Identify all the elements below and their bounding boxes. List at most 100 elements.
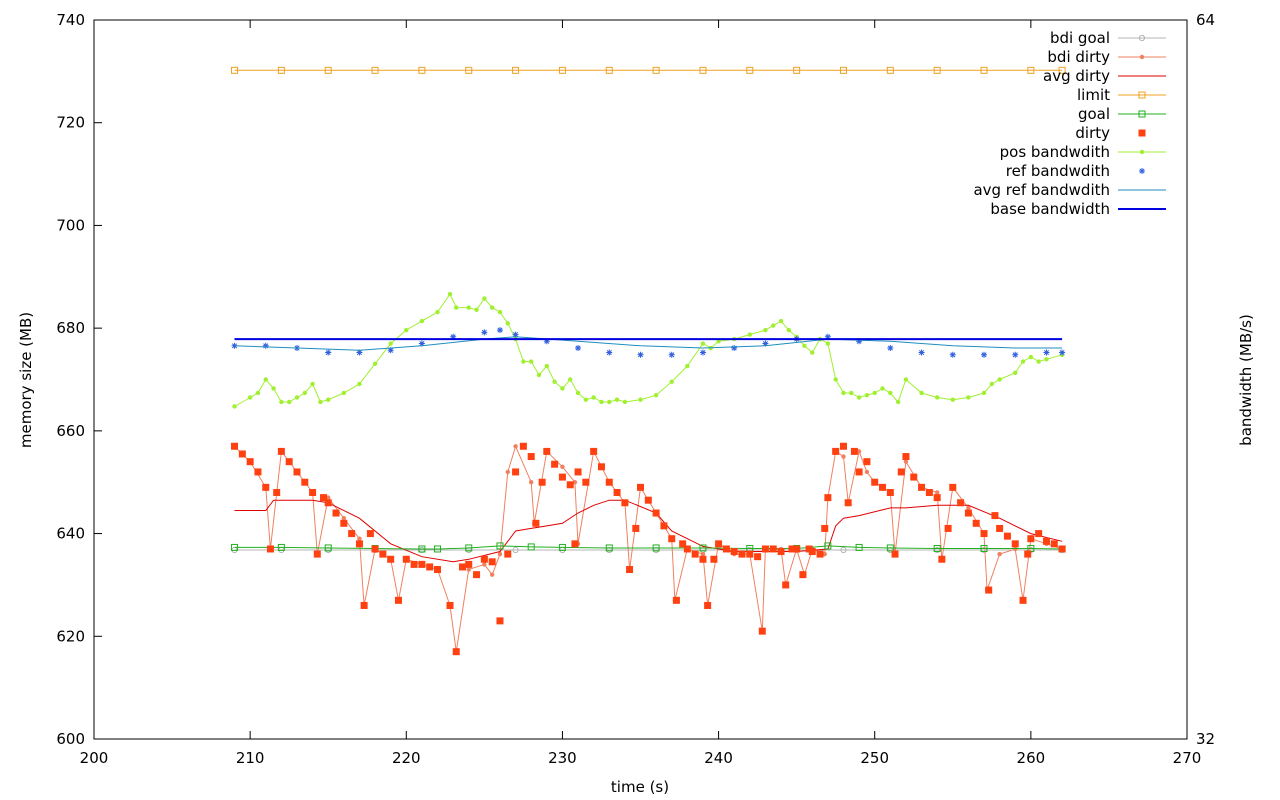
point-goal [933,544,941,552]
point-ref-bandwdith [887,345,894,352]
point-pos-bandwdith [1036,359,1041,364]
point-bdi-dirty [560,464,565,470]
plot-frame [93,19,1188,740]
series-avg-dirty [234,499,1063,563]
point-pos-bandwdith [454,305,459,310]
point-dirty [996,524,1004,532]
point-dirty [266,545,274,553]
legend-entry-avg-ref-bandwdith: avg ref bandwdith [973,181,1166,199]
point-limit [839,66,847,74]
point-dirty [761,545,769,553]
legend-label: dirty [1075,124,1110,142]
y2-tick-label: 64 [1196,11,1215,29]
point-bdi-dirty [482,562,487,567]
point-ref-bandwdith [1043,349,1050,356]
point-pos-bandwdith [341,390,347,396]
point-dirty [754,553,762,561]
point-dirty [863,458,871,466]
point-dirty [1042,537,1050,545]
point-limit [231,66,239,74]
line-avg-ref-bandwdith [234,336,1063,351]
point-dirty [891,550,899,558]
point-pos-bandwdith [700,341,706,346]
x-tick-label: 250 [860,749,889,767]
x-tick-label: 220 [392,749,421,767]
point-dirty [722,545,730,553]
point-dirty [574,468,582,476]
point-dirty [387,555,395,563]
legend-label: avg dirty [1043,67,1110,85]
point-dirty [871,478,879,486]
point-bdi-dirty [997,551,1002,557]
point-dirty [519,442,527,450]
point-pos-bandwdith [888,390,893,396]
legend-label: limit [1077,86,1110,104]
point-dirty [1003,532,1011,540]
legend-label: bdi dirty [1047,48,1110,66]
point-dirty [933,494,941,502]
point-dirty [964,509,972,517]
point-dirty [808,548,816,556]
point-bdi-dirty [357,536,362,541]
point-pos-bandwdith [591,395,596,400]
point-limit [418,66,426,74]
point-ref-bandwdith [949,351,956,358]
point-dirty [332,509,340,517]
point-dirty [473,571,481,579]
point-ref-bandwdith [824,333,831,340]
point-dirty [566,481,574,489]
point-dirty [285,458,293,466]
legend-entry-bdi-dirty: bdi dirty [1047,48,1166,66]
point-dirty [839,442,847,450]
point-pos-bandwdith [326,397,331,402]
point-dirty [738,550,746,558]
point-ref-bandwdith [1059,349,1066,356]
legend-entry-pos-bandwdith: pos bandwdith [1000,143,1166,161]
point-pos-bandwdith [622,399,628,405]
point-dirty [710,555,718,563]
point-pos-bandwdith [271,386,276,391]
point-pos-bandwdith [435,309,440,315]
y-tick-label: 740 [56,11,85,29]
point-pos-bandwdith [599,399,604,405]
point-ref-bandwdith [418,340,425,347]
point-pos-bandwdith [981,390,987,396]
point-bdi-dirty [841,454,846,459]
point-pos-bandwdith [849,390,854,396]
y2-axis-label: bandwidth (MB/s) [1237,314,1255,446]
point-ref-bandwdith [856,338,863,345]
point-ref-bandwdith [637,351,644,358]
point-pos-bandwdith [560,386,565,391]
point-ref-bandwdith [262,342,269,349]
point-goal [699,544,707,552]
point-goal [418,545,426,553]
point-dirty [465,560,473,568]
line-goal [234,545,1063,550]
point-dirty [426,563,434,571]
point-pos-bandwdith [583,397,589,402]
point-goal [496,542,504,550]
point-limit [980,66,988,74]
axes: 200 210 220 230 240 250 260 270 600 620 640 660 680 7… [56,11,1215,767]
legend-label: avg ref bandwdith [973,181,1110,199]
point-pos-bandwdith [1013,370,1018,375]
point-bdi-dirty [497,551,503,557]
point-pos-bandwdith [552,379,557,384]
point-dirty [348,530,356,538]
point-dirty [402,555,410,563]
point-pos-bandwdith [489,305,495,310]
point-ref-bandwdith [918,349,925,356]
point-bdi-dirty [572,480,578,485]
point-pos-bandwdith [966,395,971,400]
point-pos-bandwdith [286,399,292,405]
point-ref-bandwdith [387,347,394,354]
point-ref-bandwdith [1012,351,1019,358]
point-dirty [551,460,559,468]
x-axis-label: time (s) [611,778,669,796]
point-pos-bandwdith [864,393,870,398]
point-dirty [324,499,332,507]
point-dirty [850,447,858,455]
point-limit [652,66,660,74]
point-dirty [504,550,512,558]
point-pos-bandwdith [997,377,1002,382]
